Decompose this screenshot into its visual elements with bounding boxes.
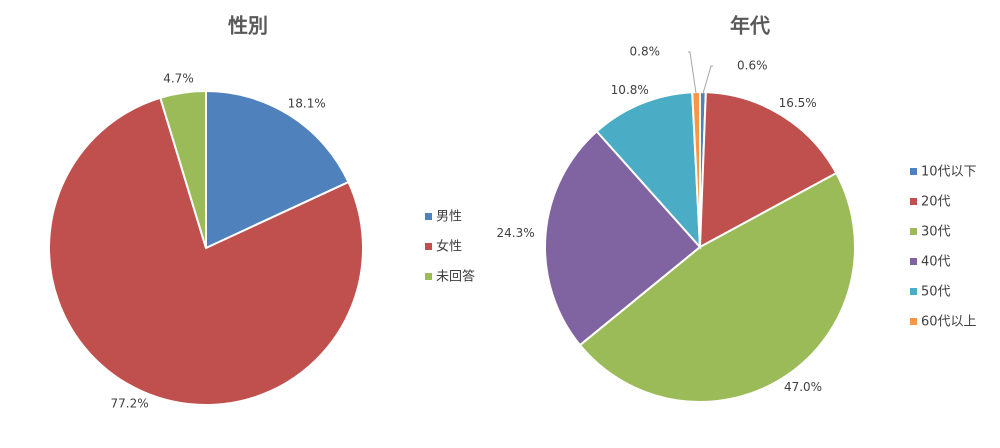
legend-swatch bbox=[425, 273, 432, 280]
legend-label: 50代 bbox=[921, 285, 951, 300]
pie-slice bbox=[544, 129, 702, 347]
legend-label: 未回答 bbox=[436, 269, 475, 285]
chart-title: 年代 bbox=[730, 14, 770, 38]
data-label: 10.8% bbox=[611, 83, 649, 97]
leader-line bbox=[702, 65, 713, 95]
legend-swatch bbox=[910, 228, 917, 235]
data-label: 24.3% bbox=[497, 226, 535, 240]
pie-slice bbox=[159, 89, 207, 249]
pie-chart: 年代 0.6% 10代以下 16.5% 20代 47.0% 30代 24.3% 40代 10.8%… bbox=[497, 14, 977, 403]
leader-line bbox=[688, 51, 697, 95]
data-label: 16.5% bbox=[779, 96, 817, 110]
legend-label: 男性 bbox=[436, 210, 462, 225]
pie-slice bbox=[578, 171, 856, 403]
data-label: 77.2% bbox=[111, 397, 149, 411]
chart-title: 性別 bbox=[228, 14, 268, 38]
data-label: 0.8% bbox=[630, 45, 661, 59]
legend-label: 30代 bbox=[921, 225, 951, 240]
legend-swatch bbox=[425, 213, 432, 220]
pie-chart: 性別 18.1% 男性 77.2% 女性 4.7% 未回答 bbox=[48, 14, 475, 411]
data-label: 47.0% bbox=[784, 380, 822, 394]
legend-label: 40代 bbox=[921, 255, 951, 270]
pie-slice bbox=[48, 96, 364, 406]
legend-swatch bbox=[910, 198, 917, 205]
legend-label: 20代 bbox=[921, 195, 951, 210]
legend-swatch bbox=[425, 243, 432, 250]
legend-swatch bbox=[910, 168, 917, 175]
data-label: 0.6% bbox=[737, 59, 768, 73]
legend-label: 60代以上 bbox=[921, 315, 977, 330]
legend-swatch bbox=[910, 288, 917, 295]
pie-slice bbox=[595, 91, 702, 250]
pie-slice bbox=[205, 89, 350, 250]
legend-swatch bbox=[910, 258, 917, 265]
data-label: 18.1% bbox=[288, 96, 326, 110]
data-label: 4.7% bbox=[163, 71, 194, 85]
legend-label: 10代以下 bbox=[921, 165, 977, 180]
legend-swatch bbox=[910, 318, 917, 325]
pie-slice bbox=[698, 91, 838, 249]
legend-label: 女性 bbox=[436, 239, 462, 255]
